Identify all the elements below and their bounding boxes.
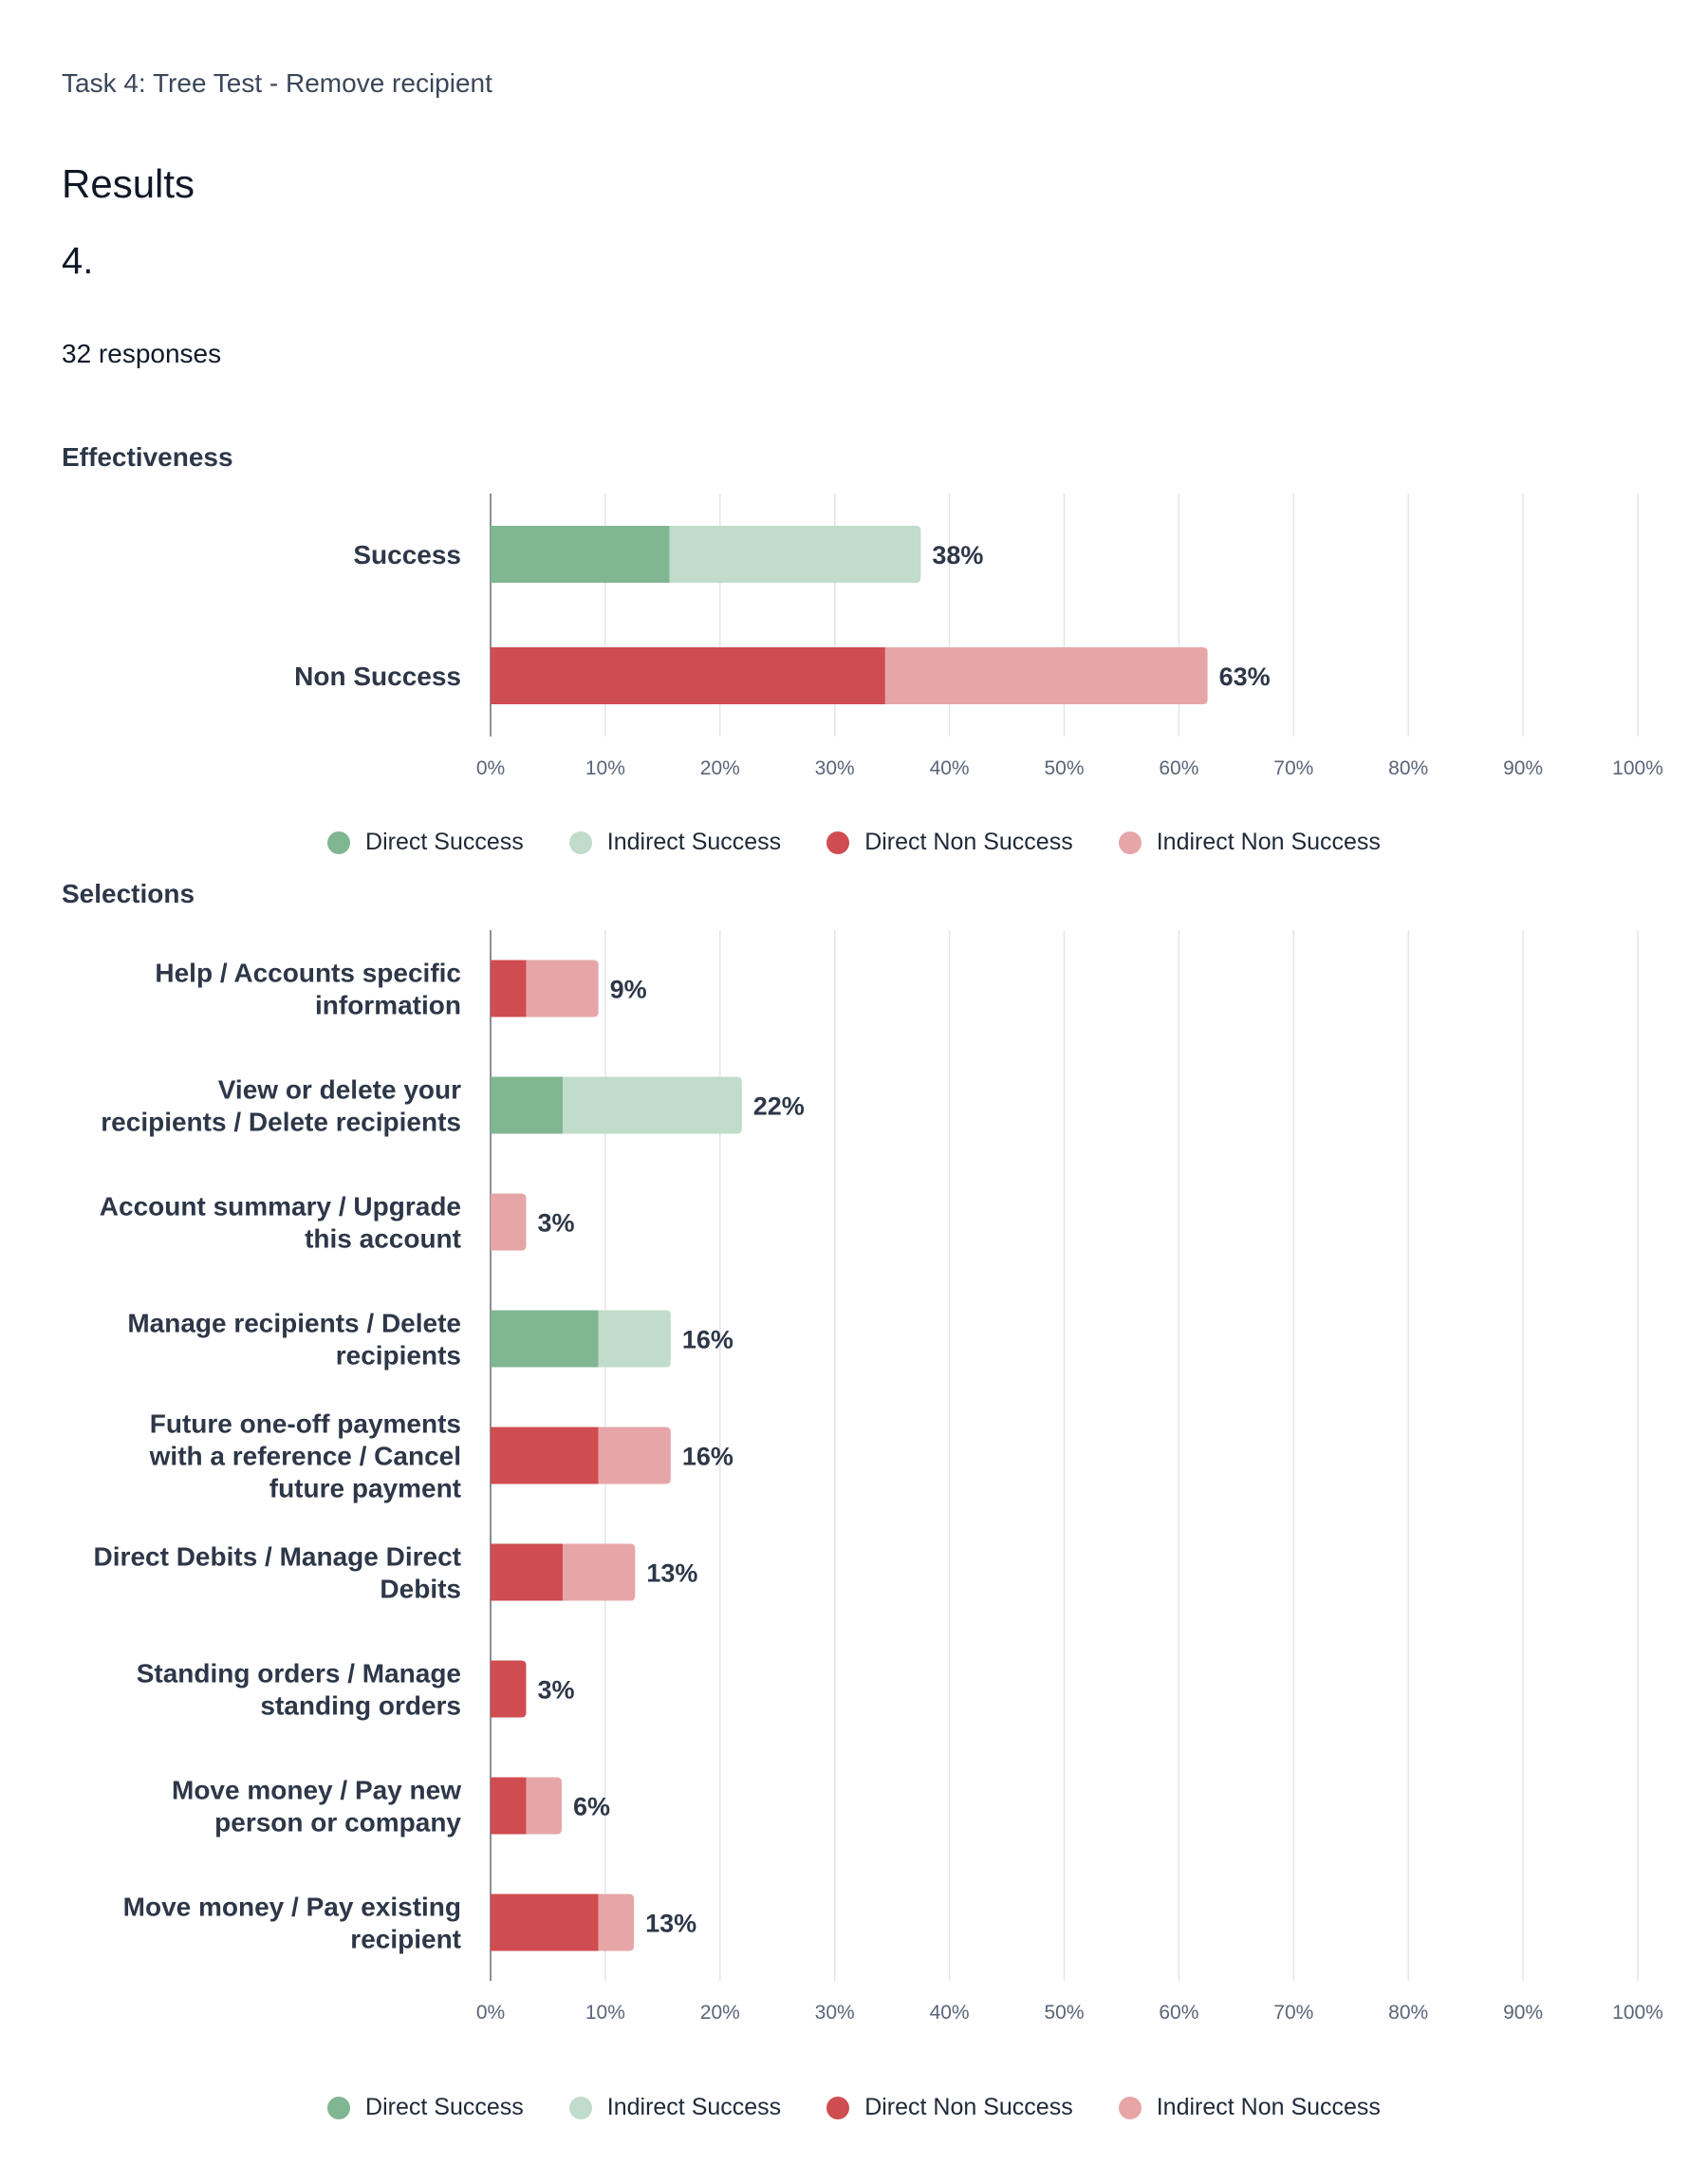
bar-direct-non-success	[491, 1427, 599, 1484]
bar-value-label: 3%	[537, 1676, 574, 1705]
bar-indirect-non-success	[598, 1894, 635, 1951]
effectiveness-chart: 0% 10% 20% 30% 40% 50% 60% 70% 80% 90% 100% 38% Succ…	[294, 494, 1663, 779]
x-tick-label: 80%	[1388, 2002, 1428, 2024]
x-tick-label: 10%	[585, 757, 625, 779]
results-heading: Results	[62, 161, 195, 206]
bar-indirect-non-success	[526, 1777, 562, 1835]
legend-label: Direct Non Success	[864, 2094, 1073, 2120]
bar-indirect-success	[598, 1310, 671, 1368]
legend-item-indirect-non-success: Indirect Non Success	[1118, 2094, 1381, 2121]
bar-direct-success	[491, 1076, 564, 1134]
legend-label: Indirect Non Success	[1156, 2094, 1381, 2120]
legend-item-indirect-non-success: Indirect Non Success	[1118, 829, 1381, 856]
legend-swatch-direct-success	[327, 830, 351, 854]
category-label: View or delete your recipients / Delete r…	[101, 1075, 461, 1137]
x-tick-label: 50%	[1044, 2002, 1084, 2024]
legend-item-indirect-success: Indirect Success	[568, 2094, 782, 2121]
category-label: Success	[353, 540, 461, 569]
question-number: 4.	[62, 240, 94, 282]
bar-indirect-non-success	[526, 960, 599, 1017]
bar-direct-success	[491, 1310, 599, 1368]
legend-swatch-direct-non-success	[826, 2096, 850, 2119]
legend-label: Direct Success	[365, 2094, 524, 2120]
selections-legend: Direct Success Indirect Success Direct N…	[0, 2094, 1708, 2121]
x-tick-label: 50%	[1044, 757, 1084, 779]
x-tick-label: 0%	[476, 757, 505, 779]
bar-direct-non-success	[491, 960, 527, 1017]
bar-indirect-success	[669, 526, 921, 583]
category-label: Move money / Pay new person or company	[172, 1776, 461, 1838]
bar-direct-success	[491, 526, 670, 583]
bar-direct-non-success	[491, 1894, 599, 1951]
x-tick-label: 30%	[815, 2002, 855, 2024]
x-tick-label: 80%	[1388, 757, 1428, 779]
legend-swatch-direct-success	[327, 2096, 351, 2119]
x-tick-label: 30%	[815, 757, 855, 779]
legend-item-direct-success: Direct Success	[327, 2094, 524, 2121]
x-tick-label: 100%	[1612, 2002, 1663, 2024]
legend-swatch-direct-non-success	[826, 830, 850, 854]
bar-indirect-success	[563, 1076, 742, 1134]
x-tick-label: 20%	[700, 757, 740, 779]
bar-value-label: 13%	[646, 1559, 697, 1588]
selections-chart: 0% 10% 20% 30% 40% 50% 60% 70% 80% 90% 100% 9% Help …	[94, 930, 1663, 2024]
bar-value-label: 9%	[610, 976, 647, 1004]
x-tick-label: 20%	[700, 2002, 740, 2024]
x-tick-label: 10%	[585, 2002, 625, 2024]
x-tick-label: 40%	[930, 757, 970, 779]
legend-label: Indirect Success	[606, 2094, 782, 2120]
legend-label: Direct Non Success	[864, 829, 1073, 855]
bar-direct-non-success	[491, 1777, 527, 1835]
legend-item-direct-non-success: Direct Non Success	[826, 2094, 1073, 2121]
category-label: Account summary / Upgrade this account	[100, 1192, 461, 1254]
legend-swatch-indirect-success	[568, 2096, 592, 2119]
bar-direct-non-success	[491, 1660, 527, 1718]
bar-value-label: 16%	[682, 1443, 733, 1471]
task-title: Task 4: Tree Test - Remove recipient	[62, 68, 492, 98]
bar-value-label: 63%	[1219, 662, 1271, 691]
bar-value-label: 6%	[573, 1793, 610, 1821]
x-tick-label: 100%	[1612, 757, 1663, 779]
category-label: Direct Debits / Manage Direct Debits	[94, 1542, 461, 1604]
bar-value-label: 16%	[682, 1326, 733, 1354]
bar-indirect-non-success	[884, 647, 1208, 704]
response-count: 32 responses	[62, 339, 222, 368]
legend-swatch-indirect-non-success	[1118, 2096, 1142, 2119]
bar-direct-non-success	[491, 647, 885, 704]
x-tick-label: 90%	[1503, 2002, 1543, 2024]
bar-indirect-non-success	[563, 1543, 636, 1601]
category-label: Help / Accounts specific information	[155, 959, 461, 1020]
x-tick-label: 90%	[1503, 757, 1543, 779]
legend-swatch-indirect-success	[568, 830, 592, 854]
x-tick-label: 0%	[476, 2002, 505, 2024]
legend-label: Indirect Non Success	[1156, 829, 1381, 855]
bar-value-label: 38%	[932, 541, 983, 569]
legend-swatch-indirect-non-success	[1118, 830, 1142, 854]
selections-title: Selections	[62, 879, 195, 908]
x-tick-label: 60%	[1159, 757, 1198, 779]
category-label: Non Success	[294, 662, 461, 691]
category-label: Manage recipients / Delete recipients	[127, 1309, 461, 1371]
legend-label: Direct Success	[365, 829, 524, 855]
x-tick-label: 70%	[1273, 757, 1313, 779]
bar-value-label: 13%	[645, 1910, 696, 1938]
x-tick-label: 60%	[1159, 2002, 1198, 2024]
effectiveness-legend: Direct Success Indirect Success Direct N…	[0, 829, 1708, 856]
legend-item-direct-non-success: Direct Non Success	[826, 829, 1073, 856]
legend-label: Indirect Success	[606, 829, 782, 855]
legend-item-direct-success: Direct Success	[327, 829, 524, 856]
effectiveness-title: Effectiveness	[62, 442, 233, 472]
x-tick-label: 70%	[1273, 2002, 1313, 2024]
category-label: Future one-off payments with a reference …	[149, 1409, 461, 1503]
bar-indirect-non-success	[491, 1193, 527, 1251]
bar-direct-non-success	[491, 1543, 564, 1601]
category-label: Move money / Pay existing recipient	[123, 1893, 461, 1954]
bar-value-label: 22%	[753, 1092, 805, 1121]
bar-indirect-non-success	[598, 1427, 671, 1484]
category-label: Standing orders / Manage standing orders	[137, 1659, 461, 1721]
bar-value-label: 3%	[537, 1209, 574, 1238]
legend-item-indirect-success: Indirect Success	[568, 829, 782, 856]
x-tick-label: 40%	[930, 2002, 970, 2024]
